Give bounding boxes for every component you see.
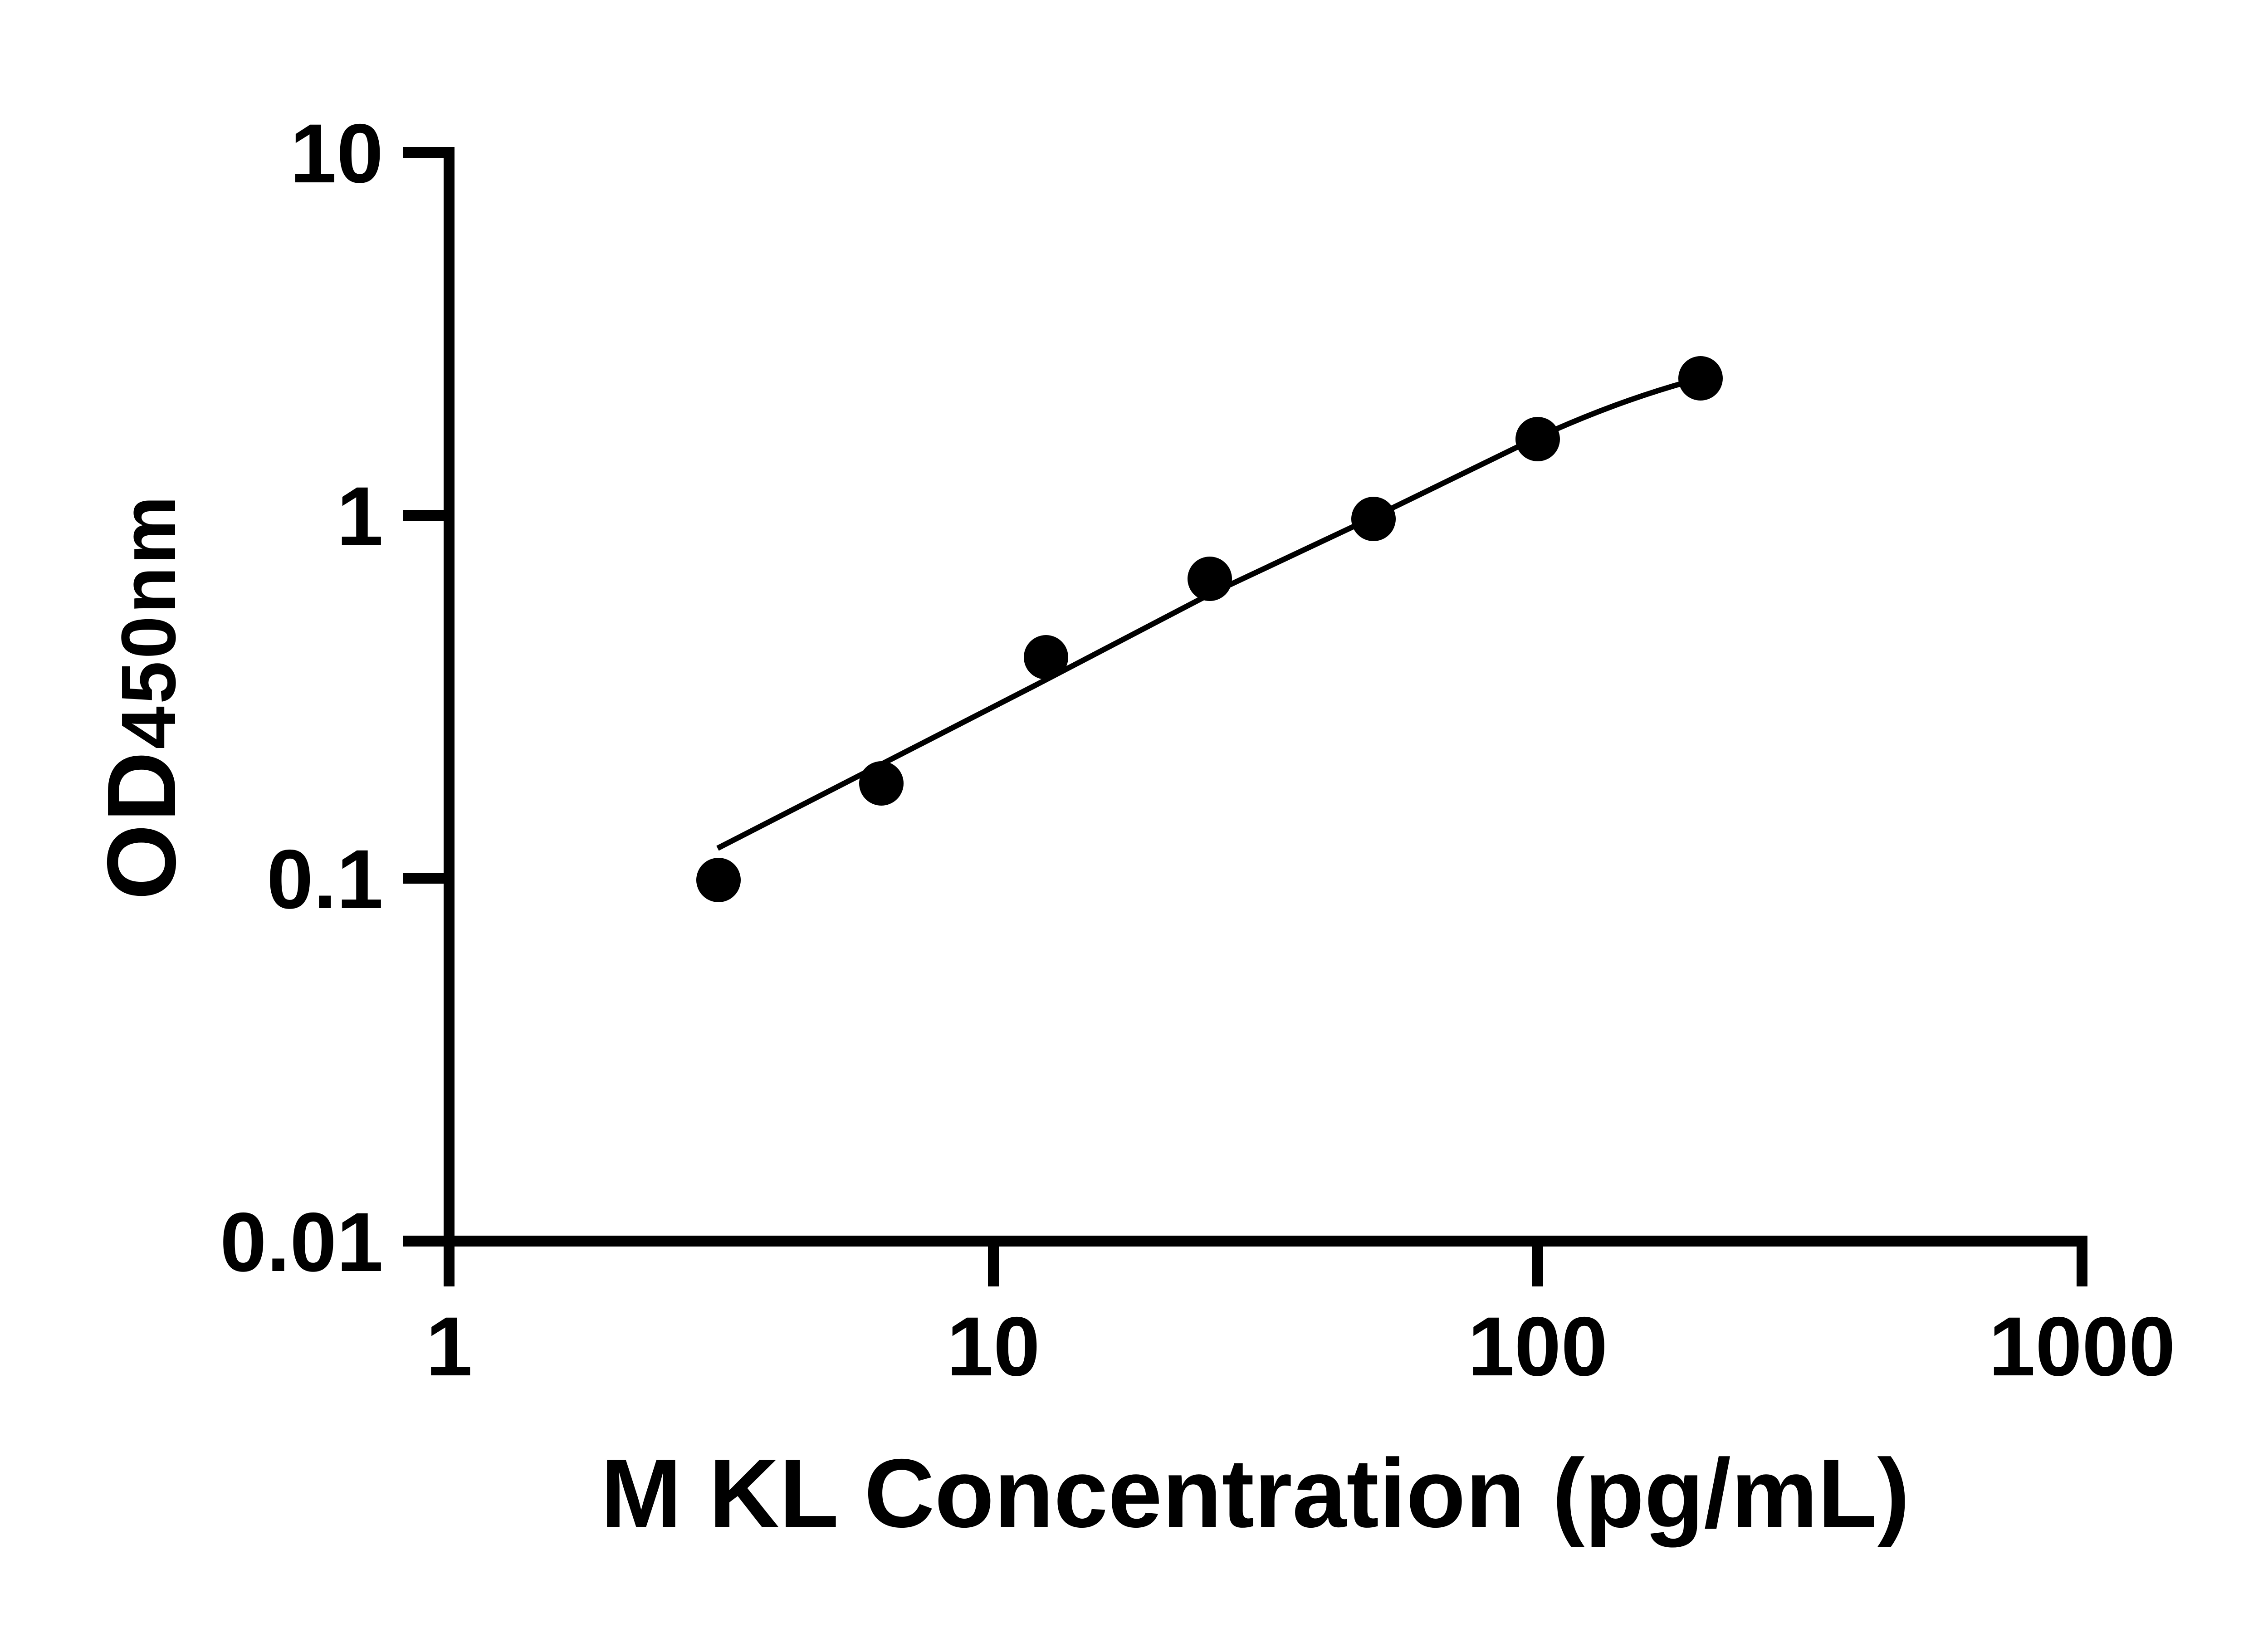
svg-text:OD450nm: OD450nm [87, 494, 196, 900]
svg-text:10: 10 [290, 107, 383, 200]
svg-text:100: 100 [1468, 1300, 1608, 1393]
svg-text:1: 1 [337, 470, 383, 563]
svg-text:1000: 1000 [1989, 1300, 2175, 1393]
svg-text:0.1: 0.1 [267, 833, 383, 926]
svg-text:1: 1 [426, 1300, 473, 1393]
svg-text:10: 10 [947, 1300, 1040, 1393]
svg-text:0.01: 0.01 [220, 1196, 383, 1289]
svg-text:M KL Concentration (pg/mL): M KL Concentration (pg/mL) [601, 1438, 1910, 1548]
